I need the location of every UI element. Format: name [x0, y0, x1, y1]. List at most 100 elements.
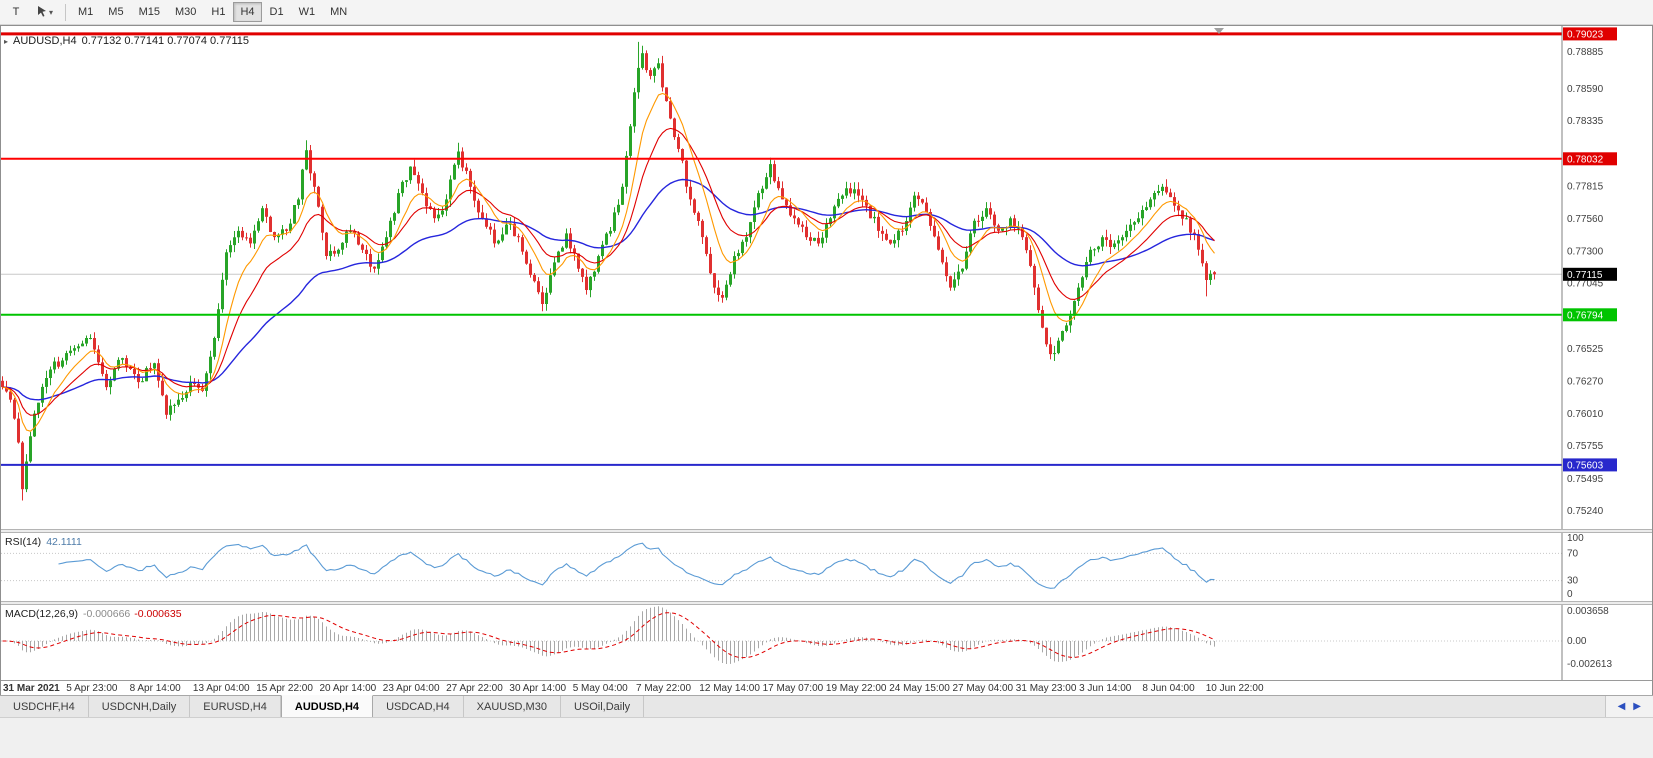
- price-level-badge: [1563, 27, 1617, 41]
- chart-tabs: USDCHF,H4 USDCNH,Daily EURUSD,H4 AUDUSD,H4 U…: [0, 695, 645, 717]
- chart-tab-xauusd-m30[interactable]: XAUUSD,M30: [463, 696, 561, 717]
- price-level-badge: [1563, 308, 1617, 322]
- time-axis-label: 31 Mar 2021: [3, 683, 60, 694]
- status-bar: [0, 717, 1653, 758]
- tab-scroll-arrows: ◀ ▶: [1604, 696, 1653, 717]
- rsi-label: RSI(14) 42.1111: [5, 536, 82, 548]
- chart-title: ▸ AUDUSD,H4 0.77132 0.77141 0.77074 0.77…: [4, 35, 249, 47]
- panel-splitter-macd[interactable]: [1, 601, 1652, 605]
- toolbar-separator: [65, 3, 67, 21]
- price-grid-label: 0.77045: [1567, 279, 1604, 290]
- macd-name: MACD(12,26,9): [5, 608, 78, 620]
- svg-text:0.76794: 0.76794: [1567, 310, 1604, 321]
- chart-marker-icon: ▸: [4, 36, 9, 46]
- rsi-name: RSI(14): [5, 536, 42, 548]
- panel-splitter-rsi[interactable]: [1, 529, 1652, 533]
- timeframe-button-h1[interactable]: H1: [204, 2, 232, 22]
- timeframe-button-m1[interactable]: M1: [71, 2, 100, 22]
- time-axis[interactable]: 31 Mar 2021 5 Apr 23:00 8 Apr 14:00 13 Apr …: [1, 680, 1652, 695]
- price-grid-label: 0.77815: [1567, 182, 1604, 193]
- chart-tab-usdcad-h4[interactable]: USDCAD,H4: [373, 696, 464, 717]
- timeframe-button-m15[interactable]: M15: [132, 2, 167, 22]
- tab-scroll-right-icon[interactable]: ▶: [1633, 701, 1641, 712]
- price-grid-label: 0.76270: [1567, 376, 1604, 387]
- time-axis-label: 20 Apr 14:00: [319, 683, 377, 694]
- price-scale[interactable]: 0.78885 0.78590 0.78335 0.77815 0.77560 0.773…: [1561, 26, 1652, 529]
- time-axis-label: 13 Apr 04:00: [192, 683, 250, 694]
- chart-tab-bar: USDCHF,H4 USDCNH,Daily EURUSD,H4 AUDUSD,H4 U…: [0, 695, 1653, 717]
- tab-scroll-left-icon[interactable]: ◀: [1617, 701, 1626, 712]
- macd-value-main: -0.000666: [82, 608, 131, 620]
- time-axis-label: 8 Apr 14:00: [129, 683, 181, 694]
- price-grid-label: 0.78590: [1567, 84, 1604, 95]
- drawing-tools-dropdown-button[interactable]: ▾: [30, 2, 60, 22]
- time-axis-label: 8 Jun 04:00: [1142, 683, 1195, 694]
- macd-panel-canvas[interactable]: 0.003658 0.00 -0.002613: [1, 605, 1652, 680]
- macd-value-signal: -0.000635: [134, 608, 182, 620]
- price-grid-label: 0.75240: [1567, 506, 1604, 517]
- time-axis-label: 31 May 23:00: [1015, 683, 1077, 694]
- price-grid-label: 0.77560: [1567, 214, 1604, 225]
- chart-tab-eurusd-h4[interactable]: EURUSD,H4: [190, 696, 281, 717]
- toolbar-button-t[interactable]: T: [3, 2, 29, 22]
- time-axis-label: 5 Apr 23:00: [66, 683, 118, 694]
- chart-tab-usdchf-h4[interactable]: USDCHF,H4: [0, 696, 89, 717]
- toolbar-button-t-label: T: [12, 6, 20, 18]
- horizontal-level-lines[interactable]: [1, 32, 1562, 466]
- time-axis-label: 27 May 04:00: [952, 683, 1014, 694]
- timeframe-button-m5[interactable]: M5: [101, 2, 130, 22]
- main-chart-canvas[interactable]: 0.78885 0.78590 0.78335 0.77815 0.77560 0.773…: [1, 26, 1652, 529]
- price-grid-label: 0.78885: [1567, 47, 1604, 58]
- chart-ohlc-values: 0.77132 0.77141 0.77074 0.77115: [81, 35, 249, 47]
- timeframe-button-w1[interactable]: W1: [292, 2, 323, 22]
- price-grid-label: 0.78335: [1567, 116, 1604, 127]
- svg-text:0.77115: 0.77115: [1567, 270, 1603, 281]
- time-axis-label: 24 May 15:00: [889, 683, 950, 694]
- chart-tab-usdcnh-daily[interactable]: USDCNH,Daily: [88, 696, 191, 717]
- chevron-down-icon: ▾: [49, 7, 54, 17]
- macd-histogram: [6, 606, 1215, 664]
- svg-text:0.75603: 0.75603: [1567, 460, 1604, 471]
- macd-scale-label: -0.002613: [1567, 659, 1612, 670]
- chart-shift-marker[interactable]: [1214, 28, 1224, 34]
- time-axis-label: 19 May 22:00: [825, 683, 887, 694]
- time-axis-label: 5 May 04:00: [572, 683, 628, 694]
- chart-tab-usoil-daily[interactable]: USOil,Daily: [560, 696, 645, 717]
- moving-averages: [2, 92, 1215, 432]
- price-level-badge: [1563, 152, 1617, 166]
- chart-window: 0.78885 0.78590 0.78335 0.77815 0.77560 0.773…: [0, 25, 1653, 695]
- timeframe-button-d1[interactable]: D1: [263, 2, 291, 22]
- time-axis-label: 15 Apr 22:00: [256, 683, 313, 694]
- price-level-badge: [1563, 458, 1617, 472]
- timeframe-button-h4[interactable]: H4: [233, 2, 262, 22]
- chart-symbol-period: AUDUSD,H4: [13, 35, 77, 47]
- time-axis-label: 23 Apr 04:00: [382, 683, 440, 694]
- macd-label: MACD(12,26,9) -0.000666 -0.000635: [5, 608, 182, 620]
- price-grid-label: 0.75755: [1567, 441, 1604, 452]
- time-axis-label: 3 Jun 14:00: [1079, 683, 1132, 694]
- rsi-scale-label: 30: [1567, 576, 1579, 587]
- price-grid-label: 0.75495: [1567, 474, 1604, 485]
- candles: [1, 41, 1216, 501]
- rsi-scale-label: 70: [1567, 548, 1579, 559]
- cursor-tool-icon: [37, 5, 47, 20]
- price-level-badge: [1563, 267, 1617, 281]
- time-axis-label: 7 May 22:00: [636, 683, 692, 694]
- time-axis-label: 17 May 07:00: [762, 683, 824, 694]
- chart-tab-audusd-h4[interactable]: AUDUSD,H4: [280, 695, 374, 717]
- svg-text:0.79023: 0.79023: [1567, 29, 1604, 40]
- macd-scale-label: 0.003658: [1567, 606, 1609, 617]
- rsi-scale-label: 0: [1567, 589, 1573, 600]
- rsi-panel-canvas[interactable]: 100 70 30 0: [1, 533, 1652, 601]
- time-axis-label: 10 Jun 22:00: [1205, 683, 1264, 694]
- rsi-scale-label: 100: [1567, 533, 1584, 544]
- timeframe-button-mn[interactable]: MN: [323, 2, 354, 22]
- time-axis-label: 30 Apr 14:00: [509, 683, 567, 694]
- timeframe-button-m30[interactable]: M30: [168, 2, 203, 22]
- rsi-value: 42.1111: [46, 536, 82, 548]
- macd-scale-label: 0.00: [1567, 636, 1587, 647]
- price-grid-label: 0.76525: [1567, 344, 1604, 355]
- timeframe-bar: M1 M5 M15 M30 H1 H4 D1 W1 MN: [71, 2, 354, 22]
- toolbar: T ▾ M1 M5 M15 M30 H1 H4 D1 W1 MN: [0, 0, 1653, 25]
- time-axis-label: 12 May 14:00: [699, 683, 760, 694]
